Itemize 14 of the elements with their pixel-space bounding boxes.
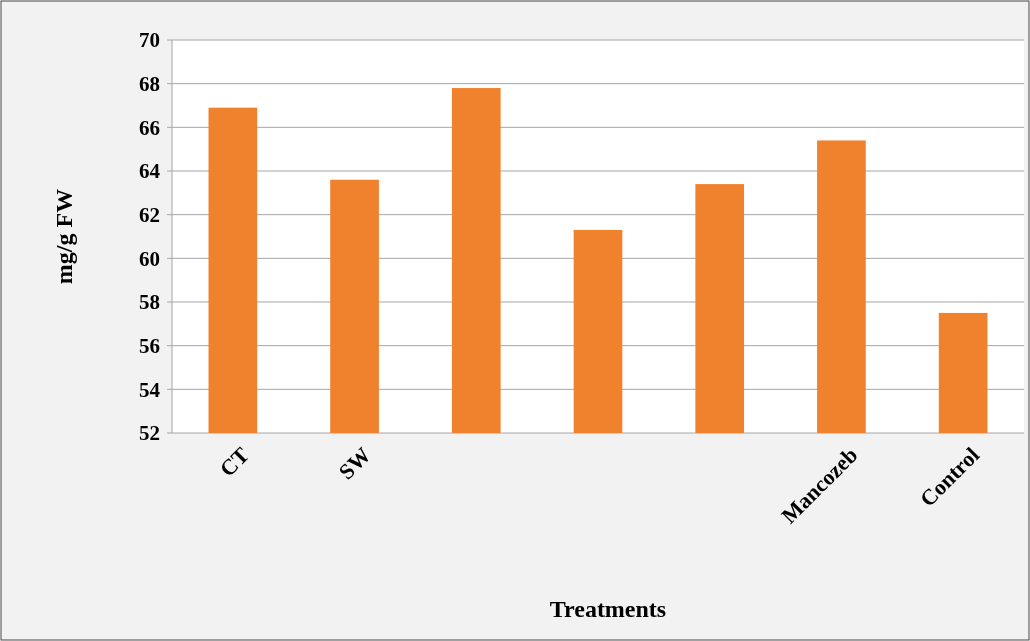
y-tick-label: 68	[139, 72, 160, 97]
y-tick-label: 60	[139, 246, 160, 271]
x-axis-title: Treatments	[549, 596, 667, 622]
y-tick-label: 58	[139, 290, 160, 315]
y-tick-label: 62	[139, 203, 160, 228]
y-axis-title: mg/g FW	[51, 188, 77, 285]
x-tick-label: CT	[214, 442, 255, 482]
y-tick-label: 64	[139, 159, 161, 184]
x-tick-label: SW	[333, 442, 376, 485]
y-tick-label: 54	[139, 377, 161, 402]
y-tick-label: 70	[139, 28, 160, 53]
y-tick-label: 66	[139, 115, 160, 140]
y-tick-label: 52	[139, 421, 160, 446]
y-tick-label: 56	[139, 334, 160, 359]
